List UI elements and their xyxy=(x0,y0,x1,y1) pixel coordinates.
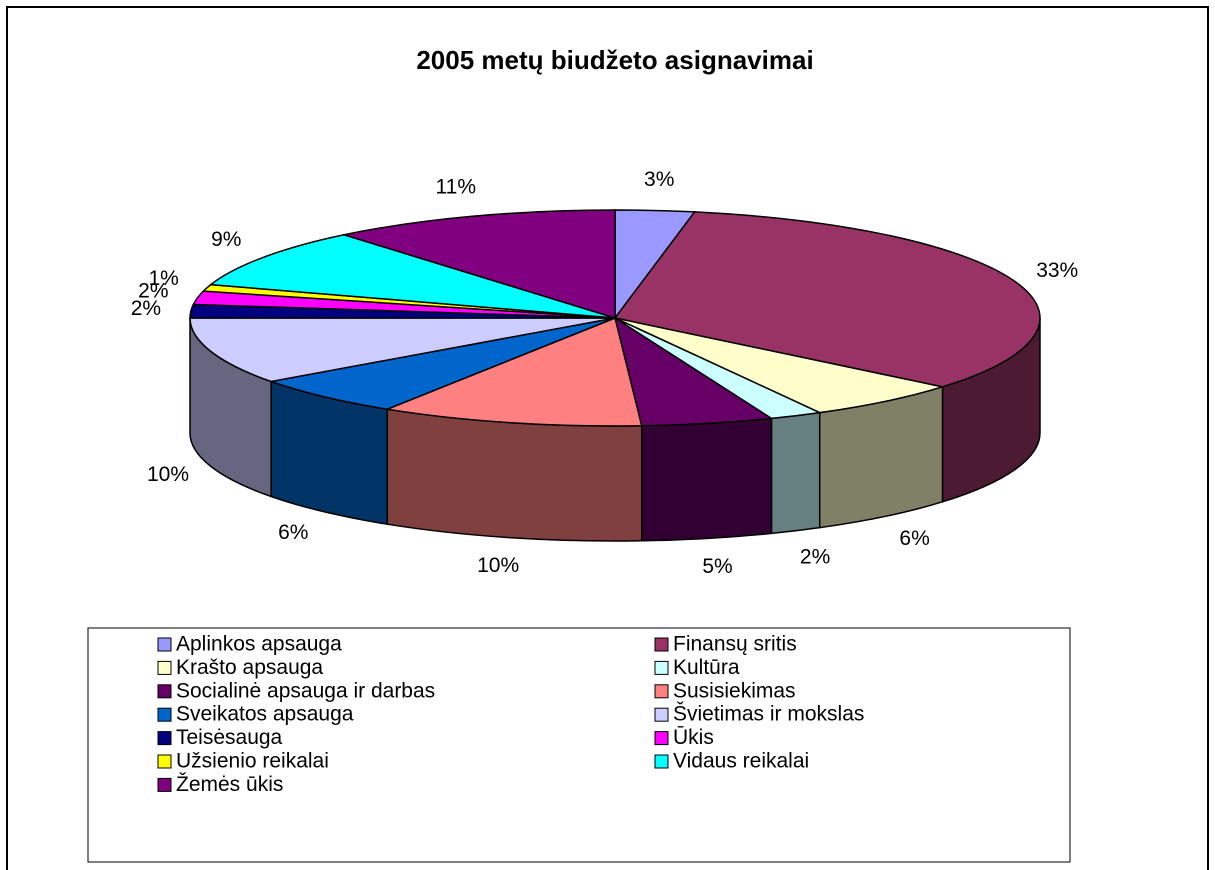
legend-label: Teisėsauga xyxy=(176,726,283,749)
data-label: 10% xyxy=(147,463,189,486)
legend-label: Švietimas ir mokslas xyxy=(673,703,864,726)
legend-swatch xyxy=(157,707,172,722)
slice xyxy=(614,317,943,414)
legend-label: Susisiekimas xyxy=(673,679,796,702)
data-label: 6% xyxy=(278,521,308,544)
slice-side xyxy=(770,411,821,535)
slice xyxy=(189,317,616,383)
slice-side xyxy=(640,417,773,542)
data-label: 5% xyxy=(702,555,732,578)
chart-title: 2005 metų biudžeto asignavimai xyxy=(416,45,813,75)
data-label: 1% xyxy=(148,267,178,290)
legend-swatch xyxy=(654,707,669,722)
legend-swatch xyxy=(157,777,172,792)
legend-swatch xyxy=(157,660,172,675)
data-label: 9% xyxy=(211,228,241,251)
legend-swatch xyxy=(157,731,172,746)
legend-swatch xyxy=(654,684,669,699)
legend-label: Žemės ūkis xyxy=(176,773,283,796)
slice xyxy=(384,316,643,427)
legend-box xyxy=(87,627,1071,863)
legend-swatch xyxy=(654,731,669,746)
legend-label: Socialinė apsauga ir darbas xyxy=(176,679,435,702)
legend-label: Vidaus reikalai xyxy=(673,750,809,773)
slice xyxy=(268,317,616,410)
slice xyxy=(613,211,1041,388)
slice xyxy=(208,234,616,319)
legend-swatch xyxy=(157,754,172,769)
legend-label: Sveikatos apsauga xyxy=(176,703,354,726)
data-label: 6% xyxy=(899,527,929,550)
data-label: 2% xyxy=(138,280,168,303)
legend-label: Aplinkos apsauga xyxy=(176,633,342,656)
legend-swatch xyxy=(157,637,172,652)
legend-swatch xyxy=(654,660,669,675)
legend-label: Finansų sritis xyxy=(673,633,797,656)
slice xyxy=(343,209,616,320)
legend-label: Krašto apsauga xyxy=(176,656,323,679)
legend-label: Kultūra xyxy=(673,656,740,679)
slice-side xyxy=(386,408,643,542)
legend-label: Užsienio reikalai xyxy=(176,750,329,773)
legend-swatch xyxy=(654,754,669,769)
legend-label: Ūkis xyxy=(673,726,714,749)
legend-swatch xyxy=(157,684,172,699)
data-label: 10% xyxy=(477,554,519,577)
data-label: 2% xyxy=(800,545,830,568)
legend-swatch xyxy=(654,637,669,652)
data-label: 11% xyxy=(436,176,476,199)
data-label: 33% xyxy=(1036,259,1078,282)
data-label: 2% xyxy=(131,297,161,320)
data-label: 3% xyxy=(644,168,674,191)
